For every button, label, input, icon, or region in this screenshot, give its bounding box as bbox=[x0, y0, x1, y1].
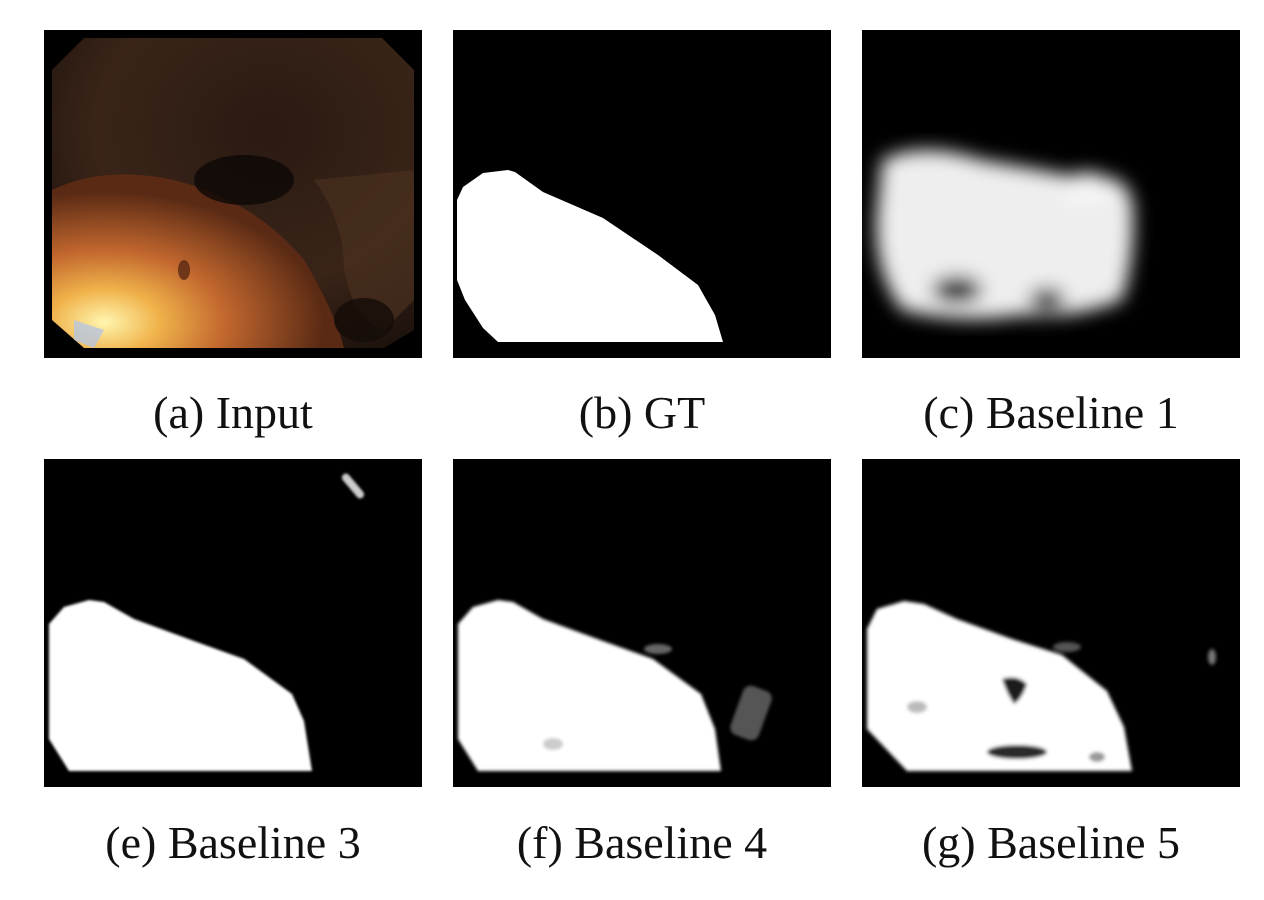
baseline-4-prediction bbox=[458, 600, 772, 771]
ground-truth-mask bbox=[457, 170, 723, 342]
baseline-5-prediction bbox=[867, 601, 1216, 771]
baseline-5-panel bbox=[862, 459, 1240, 787]
baseline-1-panel bbox=[862, 30, 1240, 358]
baseline-3-panel bbox=[44, 459, 422, 787]
baseline-3-prediction bbox=[49, 473, 365, 771]
caption-input: (a) Input bbox=[153, 387, 313, 438]
baseline-4-panel bbox=[453, 459, 831, 787]
gt-mask-panel bbox=[453, 30, 831, 358]
caption-baseline-4: (f) Baseline 4 bbox=[516, 817, 768, 868]
baseline-1-prediction bbox=[876, 150, 1134, 319]
caption-baseline-1: (c) Baseline 1 bbox=[923, 387, 1179, 438]
caption-baseline-3: (e) Baseline 3 bbox=[105, 817, 361, 868]
input-image-panel bbox=[44, 30, 422, 358]
caption-baseline-5: (g) Baseline 5 bbox=[921, 817, 1181, 868]
caption-gt: (b) GT bbox=[578, 387, 706, 438]
input-endoscopy-image bbox=[52, 38, 414, 348]
